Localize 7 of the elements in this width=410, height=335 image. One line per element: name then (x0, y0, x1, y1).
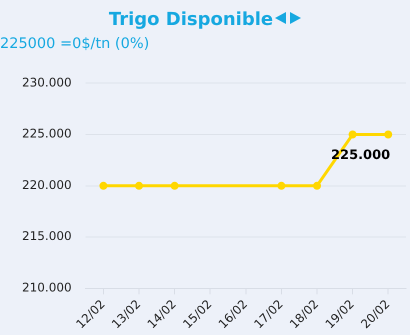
chart-title: Trigo Disponible (108, 9, 274, 30)
y-tick-label: 230.000 (22, 75, 72, 90)
y-tick-label: 225.000 (22, 126, 72, 141)
y-tick-label: 210.000 (22, 280, 72, 294)
y-tick-label: 215.000 (22, 229, 72, 244)
chart-subtitle: 225000 =0$/tn (0%) (0, 35, 150, 53)
y-tick-label: 220.000 (22, 178, 72, 192)
